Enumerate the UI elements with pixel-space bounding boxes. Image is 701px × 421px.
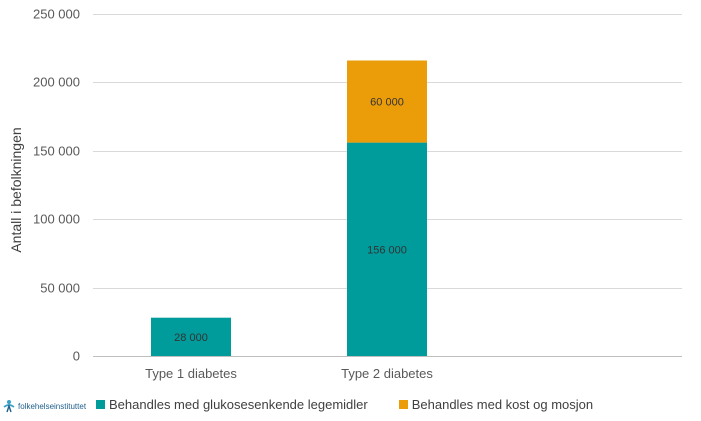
bars bbox=[151, 60, 427, 356]
data-label: 156 000 bbox=[367, 244, 407, 256]
y-tick-label: 200 000 bbox=[33, 75, 80, 90]
legend-swatch-legemidler bbox=[96, 400, 105, 409]
y-tick-label: 250 000 bbox=[33, 7, 80, 22]
y-tick-label: 50 000 bbox=[40, 281, 80, 296]
y-tick-label: 150 000 bbox=[33, 144, 80, 159]
bar-segment bbox=[347, 60, 427, 143]
legend-label-legemidler: Behandles med glukosesenkende legemidler bbox=[109, 397, 368, 412]
logo: folkehelseinstituttet bbox=[2, 399, 86, 413]
bar-segment bbox=[347, 142, 427, 356]
legend-swatch-kost bbox=[398, 400, 408, 409]
logo-text: folkehelseinstituttet bbox=[18, 401, 87, 411]
y-axis-label: Antall i befolkningen bbox=[8, 127, 24, 252]
y-tick-labels: 0 50 000 100 000 150 000 200 000 250 000 bbox=[33, 7, 80, 364]
fhi-logo-icon bbox=[3, 400, 15, 413]
legend-label-kost: Behandles med kost og mosjon bbox=[411, 397, 594, 412]
x-tick-label: Type 1 diabetes bbox=[145, 366, 237, 381]
data-label: 28 000 bbox=[174, 332, 208, 344]
x-tick-label: Type 2 diabetes bbox=[341, 366, 433, 381]
legend-item-kost: Behandles med kost og mosjon bbox=[398, 397, 594, 412]
y-tick-label: 100 000 bbox=[33, 212, 80, 227]
legend-item-legemidler: Behandles med glukosesenkende legemidler bbox=[96, 397, 368, 412]
data-labels: 28 000 156 000 60 000 bbox=[174, 97, 407, 344]
data-label: 60 000 bbox=[370, 97, 404, 109]
y-tick-label: 0 bbox=[73, 349, 80, 364]
legend: Behandles med glukosesenkende legemidler… bbox=[96, 397, 624, 412]
x-tick-labels: Type 1 diabetes Type 2 diabetes bbox=[145, 366, 433, 381]
bar-segment bbox=[151, 317, 231, 356]
